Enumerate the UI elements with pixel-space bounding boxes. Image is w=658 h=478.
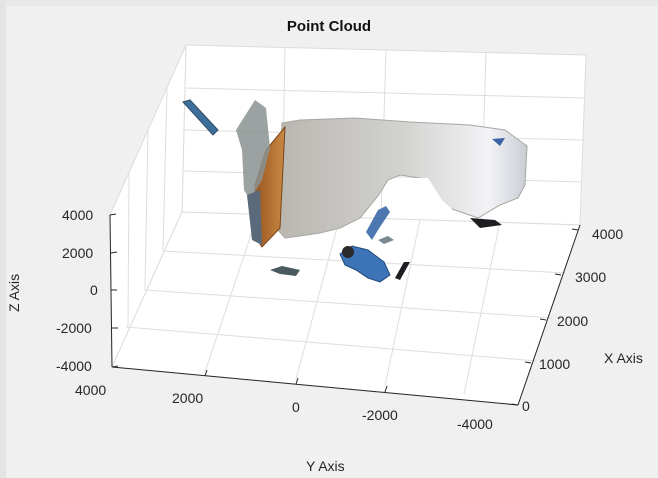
z-tick-neg4000: -4000 [56, 358, 92, 374]
z-tick-neg2000: -2000 [56, 320, 92, 336]
window-top-edge [0, 0, 658, 6]
fragment-upper-left [182, 99, 219, 136]
x-tick-0: 0 [522, 398, 530, 414]
axis-lines [109, 214, 581, 406]
person-head [342, 246, 354, 258]
y-tick-4000: 4000 [75, 382, 107, 398]
y-tick-2000: 2000 [172, 390, 204, 406]
fragment-small-center [378, 236, 394, 244]
fragment-blue-specks [492, 138, 505, 146]
x-axis-label: X Axis [604, 350, 643, 366]
tick-marks [109, 213, 579, 406]
y-tick-0: 0 [292, 399, 300, 415]
window-left-edge [0, 0, 6, 478]
x-tick-3000: 3000 [575, 269, 607, 285]
axes-floor-panel [111, 211, 581, 406]
x-tick-4000: 4000 [592, 226, 624, 242]
y-tick-neg2000: -2000 [362, 407, 398, 423]
fragment-dark-arc [395, 262, 410, 280]
wall-left-strip [236, 100, 270, 200]
fragment-left-small [270, 266, 300, 276]
fragment-center-blue [366, 206, 390, 240]
y-axis-label: Y Axis [306, 458, 345, 474]
figure-title: Point Cloud [286, 18, 372, 35]
z-tick-4000: 4000 [62, 207, 94, 223]
x-tick-1000: 1000 [539, 356, 571, 372]
z-axis-label: Z Axis [6, 273, 22, 312]
x-tick-2000: 2000 [557, 313, 589, 329]
z-tick-2000: 2000 [62, 245, 94, 261]
z-tick-0: 0 [90, 282, 98, 298]
floor-edge-fragment [247, 190, 262, 245]
fragment-right-dark [470, 218, 502, 228]
y-tick-neg4000: -4000 [457, 416, 493, 432]
wall-notch [405, 178, 455, 214]
point-cloud [182, 99, 528, 283]
